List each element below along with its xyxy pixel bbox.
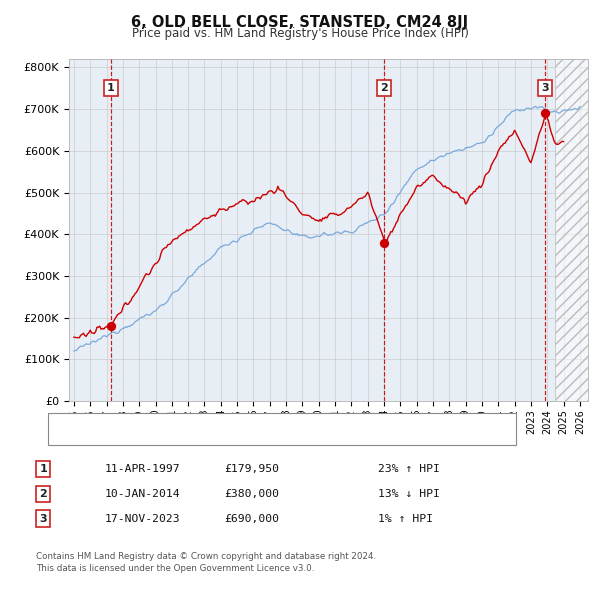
Text: 2: 2 [40, 489, 47, 499]
Text: 2: 2 [380, 83, 388, 93]
Text: 1: 1 [107, 83, 115, 93]
Text: 17-NOV-2023: 17-NOV-2023 [105, 514, 181, 523]
Point [106, 322, 116, 331]
Text: £380,000: £380,000 [224, 489, 280, 499]
Text: 23% ↑ HPI: 23% ↑ HPI [378, 464, 440, 474]
Text: ——  6, OLD BELL CLOSE, STANSTED, CM24 8JJ (detached house): —— 6, OLD BELL CLOSE, STANSTED, CM24 8JJ… [57, 417, 393, 427]
Text: Contains HM Land Registry data © Crown copyright and database right 2024.: Contains HM Land Registry data © Crown c… [36, 552, 376, 560]
Text: 13% ↓ HPI: 13% ↓ HPI [378, 489, 440, 499]
Point [541, 109, 550, 118]
Text: 11-APR-1997: 11-APR-1997 [105, 464, 181, 474]
Text: Price paid vs. HM Land Registry's House Price Index (HPI): Price paid vs. HM Land Registry's House … [131, 27, 469, 40]
Text: 10-JAN-2014: 10-JAN-2014 [105, 489, 181, 499]
Text: This data is licensed under the Open Government Licence v3.0.: This data is licensed under the Open Gov… [36, 563, 314, 572]
Text: £179,950: £179,950 [224, 464, 280, 474]
Text: 1% ↑ HPI: 1% ↑ HPI [378, 514, 433, 523]
Text: 3: 3 [40, 514, 47, 523]
Text: 6, OLD BELL CLOSE, STANSTED, CM24 8JJ: 6, OLD BELL CLOSE, STANSTED, CM24 8JJ [131, 15, 469, 30]
Text: ——  HPI: Average price, detached house, Uttlesford: —— HPI: Average price, detached house, U… [57, 432, 329, 442]
Text: £690,000: £690,000 [224, 514, 280, 523]
Text: 1: 1 [40, 464, 47, 474]
Text: 3: 3 [541, 83, 549, 93]
Point [380, 238, 389, 247]
